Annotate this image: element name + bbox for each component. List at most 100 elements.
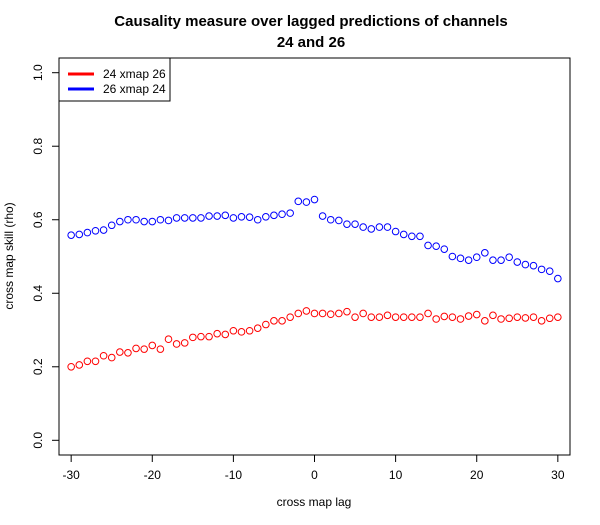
legend-label-26-xmap-24: 26 xmap 24: [103, 82, 166, 96]
data-point: [408, 232, 416, 241]
data-point: [140, 345, 148, 353]
x-tick-label: 10: [389, 468, 403, 482]
data-point: [197, 332, 205, 341]
data-point: [245, 213, 254, 221]
legend-label-24-xmap-26: 24 xmap 26: [103, 67, 166, 81]
data-point: [359, 223, 367, 231]
x-tick-label: 30: [551, 468, 565, 482]
data-point: [302, 198, 311, 206]
data-point: [383, 311, 392, 320]
data-point: [116, 217, 124, 226]
x-tick-label: 0: [311, 468, 318, 482]
x-tick-label: 20: [470, 468, 484, 482]
data-point: [107, 353, 116, 362]
data-point: [481, 249, 489, 257]
data-point: [213, 329, 221, 338]
y-axis-label: cross map skill (rho): [2, 202, 16, 309]
data-point: [99, 226, 108, 234]
data-point: [140, 217, 148, 226]
data-point: [424, 309, 432, 318]
data-point: [116, 348, 124, 356]
chart-title-line-2: 24 and 26: [277, 34, 345, 51]
x-tick-label: -20: [144, 468, 162, 482]
data-point: [302, 307, 311, 315]
data-point: [237, 328, 246, 336]
data-point: [432, 242, 440, 251]
data-point: [326, 215, 335, 224]
data-point: [189, 214, 197, 222]
data-point: [367, 225, 376, 233]
data-point: [383, 223, 392, 231]
data-point: [513, 313, 522, 321]
data-point: [318, 309, 327, 318]
data-point: [75, 361, 84, 369]
data-point: [156, 345, 165, 353]
x-axis: -30 -20 -10 0 10 20 30: [62, 454, 565, 482]
data-point: [416, 232, 424, 241]
data-point: [286, 209, 294, 217]
data-point: [107, 221, 116, 230]
data-point: [310, 309, 319, 318]
data-point: [99, 351, 108, 360]
data-point: [335, 216, 343, 225]
data-point: [75, 230, 84, 239]
y-tick-label: 0.2: [31, 358, 45, 375]
data-point: [456, 254, 465, 263]
data-point: [237, 213, 246, 221]
data-point: [497, 256, 505, 264]
data-point: [367, 313, 376, 321]
y-axis: 0.0 0.2 0.4 0.6 0.8 1.0: [31, 64, 60, 449]
data-point: [294, 197, 303, 206]
data-point: [132, 344, 140, 353]
x-axis-label: cross map lag: [277, 495, 352, 509]
data-point: [351, 313, 359, 321]
data-point: [245, 326, 254, 335]
data-point: [481, 317, 489, 325]
data-point: [456, 315, 465, 323]
data-point: [513, 258, 522, 266]
x-tick-label: -30: [62, 468, 80, 482]
data-point: [375, 223, 384, 231]
data-point: [351, 220, 359, 228]
data-point: [391, 227, 400, 236]
chart-title-line-1: Causality measure over lagged prediction…: [114, 13, 507, 30]
data-point: [229, 326, 238, 335]
data-point: [172, 340, 181, 348]
data-point: [229, 214, 238, 222]
data-point: [83, 357, 92, 366]
data-point: [164, 216, 173, 225]
data-point: [124, 349, 132, 357]
data-point: [278, 210, 286, 219]
data-point: [343, 220, 351, 228]
data-point: [505, 253, 513, 262]
data-point: [464, 256, 473, 264]
data-point: [83, 228, 92, 237]
data-point: [221, 330, 230, 339]
data-point: [399, 313, 408, 321]
data-point: [545, 314, 554, 323]
data-point: [156, 215, 165, 224]
data-point: [67, 362, 75, 371]
data-point: [448, 313, 457, 321]
data-point: [554, 313, 562, 321]
data-point: [294, 309, 303, 318]
data-point: [497, 315, 505, 323]
data-point: [545, 267, 554, 276]
data-point: [91, 357, 100, 366]
data-point: [489, 256, 497, 264]
data-point: [489, 311, 497, 320]
data-point: [464, 312, 473, 320]
data-point: [91, 226, 100, 235]
data-point: [335, 309, 343, 318]
data-point: [554, 274, 562, 283]
data-point: [270, 317, 278, 325]
data-point: [67, 231, 75, 239]
data-point: [537, 265, 546, 274]
data-point: [172, 214, 181, 222]
data-point: [270, 211, 278, 220]
data-point: [148, 217, 157, 226]
series-0: [67, 307, 562, 371]
data-point: [310, 195, 319, 204]
y-tick-label: 0.6: [31, 211, 45, 228]
